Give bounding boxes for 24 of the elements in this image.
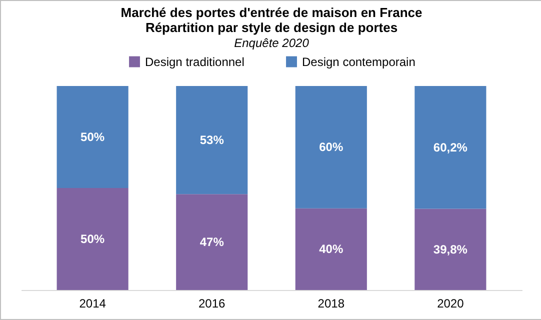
data-label: 60,2% [433,140,468,154]
bar [176,194,248,290]
x-tick-label: 2018 [318,296,345,310]
x-tick-label: 2014 [79,296,106,310]
chart-title: Marché des portes d'entrée de maison en France Répartition par style de design de portes [120,5,422,35]
bar [56,188,128,290]
bar [56,86,128,188]
data-label: 39,8% [433,242,468,256]
data-label: 40% [319,242,344,256]
bar [414,208,486,290]
data-label: 50% [80,232,105,246]
bar [295,208,367,290]
bar [295,86,367,208]
legend-label: Design traditionnel [145,54,244,69]
x-tick-label: 2016 [198,296,226,310]
x-tick-label: 2020 [437,296,464,310]
data-label: 60% [319,140,344,154]
data-label: 47% [200,235,224,250]
bar [176,86,248,194]
data-label: 53% [200,133,224,148]
bar [414,86,486,209]
chart-subtitle: Enquête 2020 [234,36,310,50]
data-label: 50% [80,130,105,144]
legend-label: Design contemporain [302,54,416,69]
